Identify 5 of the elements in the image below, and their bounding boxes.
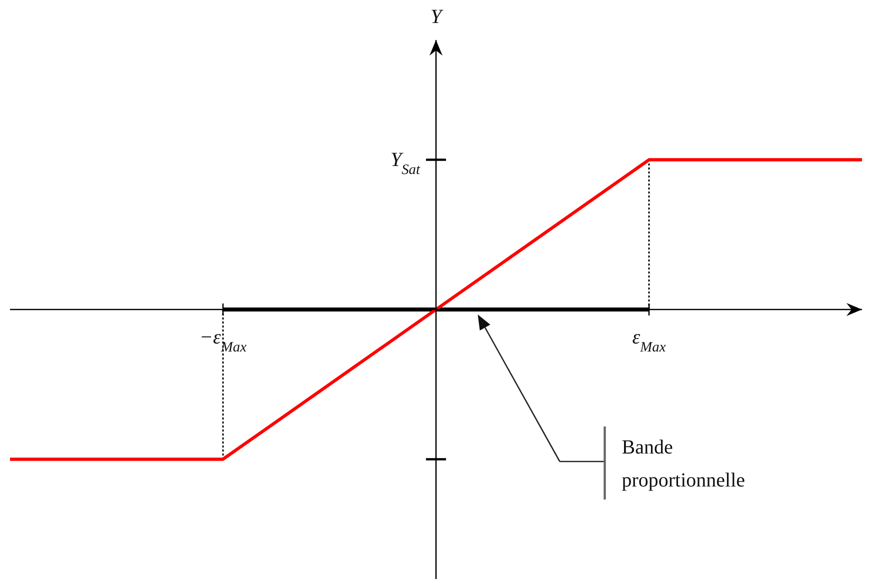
annotation: Bande proportionnelle — [622, 436, 746, 492]
x-tick-label: ε$_{Max}$ — [632, 326, 666, 356]
x-tick-label: −ε$_{Max}$ — [200, 326, 248, 356]
annotation: Y$_{Sat}$ — [390, 148, 421, 178]
text: Y — [430, 6, 444, 28]
